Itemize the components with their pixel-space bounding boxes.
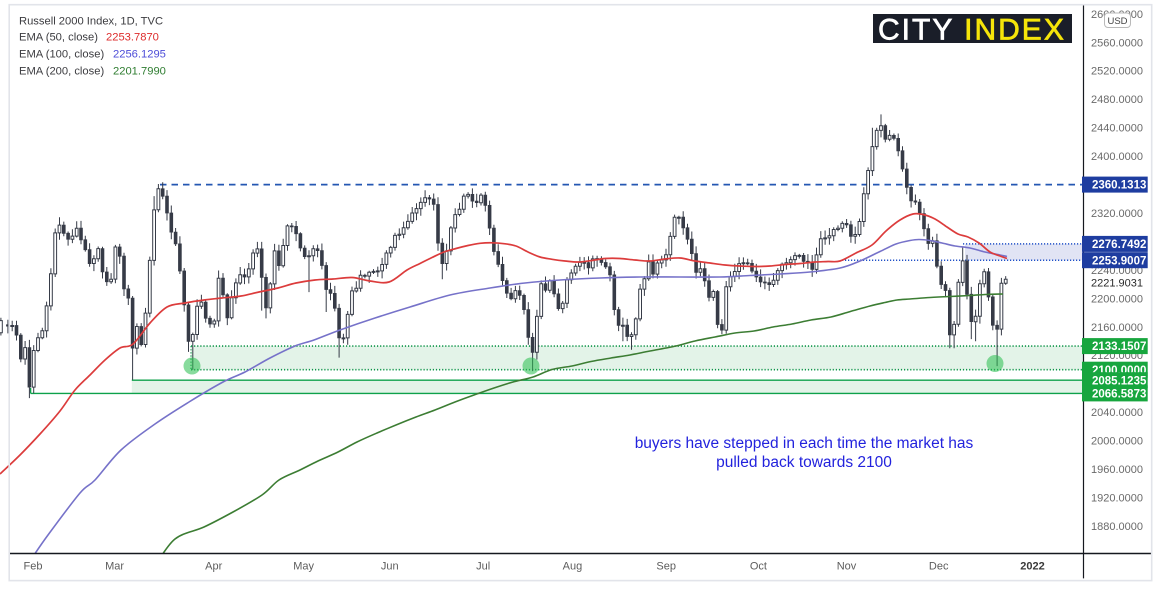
svg-text:2480.0000: 2480.0000 [1091, 94, 1143, 106]
svg-text:2022: 2022 [1020, 561, 1044, 573]
svg-text:Sep: Sep [656, 561, 676, 573]
svg-text:May: May [293, 561, 314, 573]
svg-text:2520.0000: 2520.0000 [1091, 66, 1143, 78]
svg-text:2160.0000: 2160.0000 [1091, 322, 1143, 334]
svg-text:Mar: Mar [105, 561, 124, 573]
svg-text:Aug: Aug [563, 561, 583, 573]
svg-text:2256.1295: 2256.1295 [113, 49, 166, 61]
svg-text:2440.0000: 2440.0000 [1091, 123, 1143, 135]
svg-text:Dec: Dec [929, 561, 949, 573]
svg-text:2360.1313: 2360.1313 [1092, 180, 1146, 192]
svg-text:buyers have stepped in each ti: buyers have stepped in each time the mar… [635, 435, 974, 452]
svg-text:pulled back towards 2100: pulled back towards 2100 [716, 454, 892, 471]
svg-text:2133.1507: 2133.1507 [1092, 341, 1146, 353]
svg-text:CITY INDEX: CITY INDEX [878, 14, 1066, 47]
svg-text:2400.0000: 2400.0000 [1091, 151, 1143, 163]
svg-text:2276.7492: 2276.7492 [1092, 239, 1146, 251]
svg-text:EMA (50, close): EMA (50, close) [19, 32, 98, 44]
svg-text:Oct: Oct [750, 561, 767, 573]
svg-text:USD: USD [1107, 16, 1127, 27]
svg-text:Jun: Jun [381, 561, 399, 573]
svg-text:2085.1235: 2085.1235 [1092, 375, 1147, 387]
svg-text:EMA (200, close): EMA (200, close) [19, 66, 104, 78]
svg-text:EMA (100, close): EMA (100, close) [19, 49, 104, 61]
svg-text:Jul: Jul [476, 561, 490, 573]
svg-text:2320.0000: 2320.0000 [1091, 208, 1143, 220]
svg-text:2200.0000: 2200.0000 [1091, 293, 1143, 305]
svg-text:2253.7870: 2253.7870 [106, 32, 159, 44]
svg-text:1880.0000: 1880.0000 [1091, 521, 1143, 533]
svg-text:Russell 2000 Index, 1D, TVC: Russell 2000 Index, 1D, TVC [19, 16, 163, 28]
svg-text:2000.0000: 2000.0000 [1091, 436, 1143, 448]
svg-text:Apr: Apr [205, 561, 222, 573]
svg-text:2560.0000: 2560.0000 [1091, 37, 1143, 49]
svg-text:1960.0000: 1960.0000 [1091, 464, 1143, 476]
svg-text:2253.9007: 2253.9007 [1092, 255, 1146, 267]
svg-text:2221.9031: 2221.9031 [1091, 278, 1143, 290]
svg-text:1920.0000: 1920.0000 [1091, 493, 1143, 505]
svg-text:2201.7990: 2201.7990 [113, 66, 166, 78]
svg-text:2066.5873: 2066.5873 [1092, 389, 1146, 401]
svg-text:2040.0000: 2040.0000 [1091, 407, 1143, 419]
svg-text:Feb: Feb [24, 561, 43, 573]
svg-text:Nov: Nov [837, 561, 857, 573]
